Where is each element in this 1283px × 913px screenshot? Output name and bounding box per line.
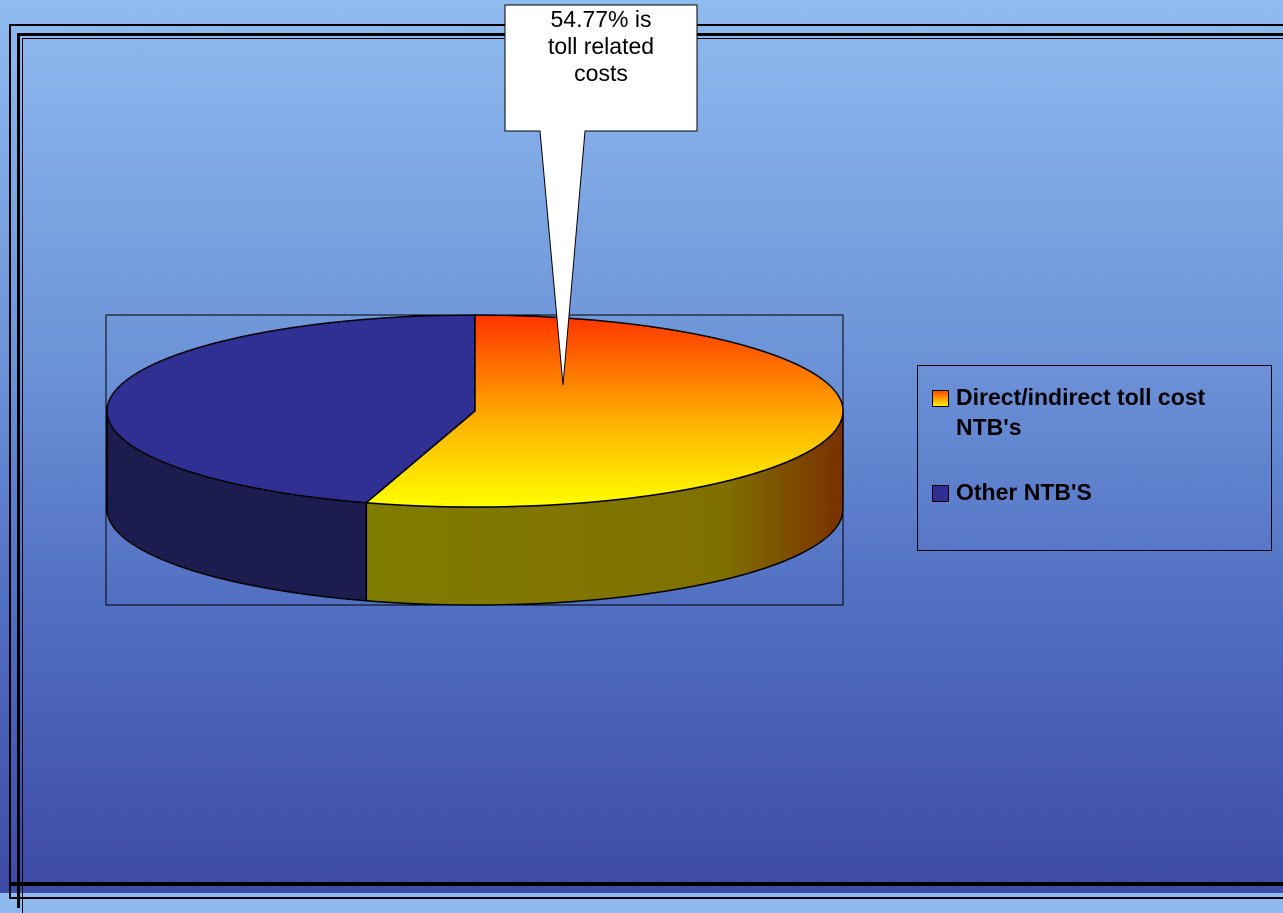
- callout-line-1: 54.77% is: [550, 6, 652, 32]
- callout-box: [504, 4, 698, 386]
- slice-top-other: [106, 314, 476, 504]
- callout-line-3: costs: [574, 60, 628, 86]
- chart-legend: Direct/indirect toll cost NTB's Other NT…: [917, 365, 1272, 551]
- callout-line-2: toll related: [547, 33, 655, 59]
- pie-chart: [105, 4, 844, 606]
- legend-label-toll-cost: Direct/indirect toll cost NTB's: [956, 384, 1206, 440]
- slide-bottom-border: [9, 882, 1283, 886]
- legend-swatch-orange: [932, 390, 949, 407]
- legend-item-other: Other NTB'S: [932, 477, 1246, 507]
- legend-swatch-navy: [932, 485, 949, 502]
- slice-top-toll: [364, 314, 844, 508]
- legend-label-other: Other NTB'S: [956, 479, 1092, 505]
- callout-annotation: 54.77% is toll related costs: [505, 6, 697, 87]
- legend-item-toll-cost: Direct/indirect toll cost NTB's: [932, 382, 1246, 442]
